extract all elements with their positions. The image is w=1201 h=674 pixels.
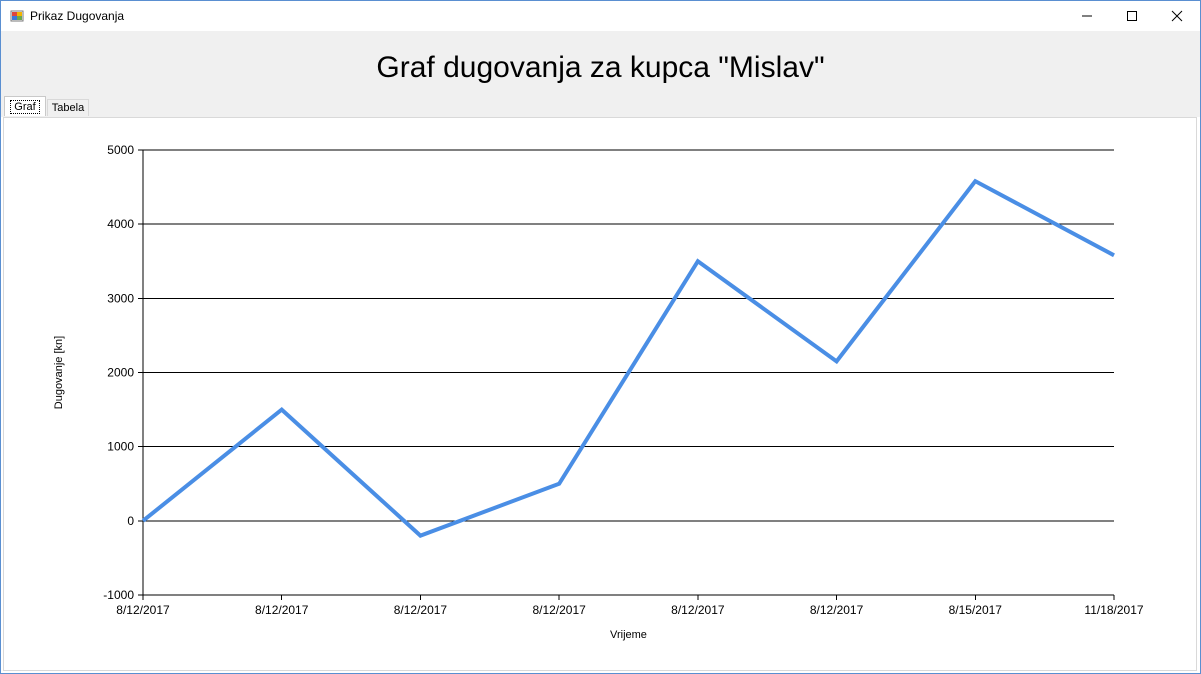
graf-tab-page: -1000 0 1000 2000 3000 4000 5000 8/12/2017 8/12/… [3, 117, 1197, 671]
debt-line-chart: -1000 0 1000 2000 3000 4000 5000 8/12/2017 8/12/… [53, 143, 1144, 641]
title-bar[interactable]: Prikaz Dugovanja [1, 1, 1200, 31]
maximize-button[interactable] [1109, 1, 1155, 31]
x-tick-label: 8/12/2017 [810, 603, 864, 617]
y-tick-label: 3000 [107, 291, 134, 305]
x-axis-title: Vrijeme [610, 629, 647, 641]
y-tick-label: 2000 [107, 366, 134, 380]
minimize-button[interactable] [1064, 1, 1110, 31]
x-tick-label: 8/12/2017 [255, 603, 309, 617]
page-title: Graf dugovanja za kupca "Mislav" [376, 51, 825, 84]
x-tick-label: 8/12/2017 [532, 603, 586, 617]
minimize-icon [1082, 15, 1092, 17]
tab-graf-label: Graf [10, 99, 40, 114]
app-icon [10, 10, 24, 22]
y-tick-label: 4000 [107, 217, 134, 231]
x-tick-label: 8/12/2017 [116, 603, 170, 617]
y-tick-label: -1000 [103, 588, 134, 602]
x-tick-label: 8/12/2017 [394, 603, 448, 617]
tab-strip: Graf Tabela [1, 96, 1200, 117]
y-tick-label: 0 [127, 514, 134, 528]
x-tick-label: 8/15/2017 [949, 603, 1003, 617]
y-tick-label: 1000 [107, 440, 134, 454]
x-tick-label: 8/12/2017 [671, 603, 725, 617]
tab-graf[interactable]: Graf [4, 96, 46, 116]
maximize-icon [1127, 11, 1137, 21]
x-tick-label: 11/18/2017 [1084, 603, 1143, 617]
y-axis-title: Dugovanje [kn] [53, 336, 65, 409]
header-panel [1, 31, 1200, 97]
tab-tabela-label: Tabela [51, 102, 85, 114]
series-line [141, 178, 1115, 538]
window-title: Prikaz Dugovanja [30, 9, 125, 23]
close-icon [1171, 10, 1183, 22]
y-tick-label: 5000 [107, 143, 134, 157]
close-button[interactable] [1154, 1, 1200, 31]
tab-tabela[interactable]: Tabela [47, 99, 89, 116]
